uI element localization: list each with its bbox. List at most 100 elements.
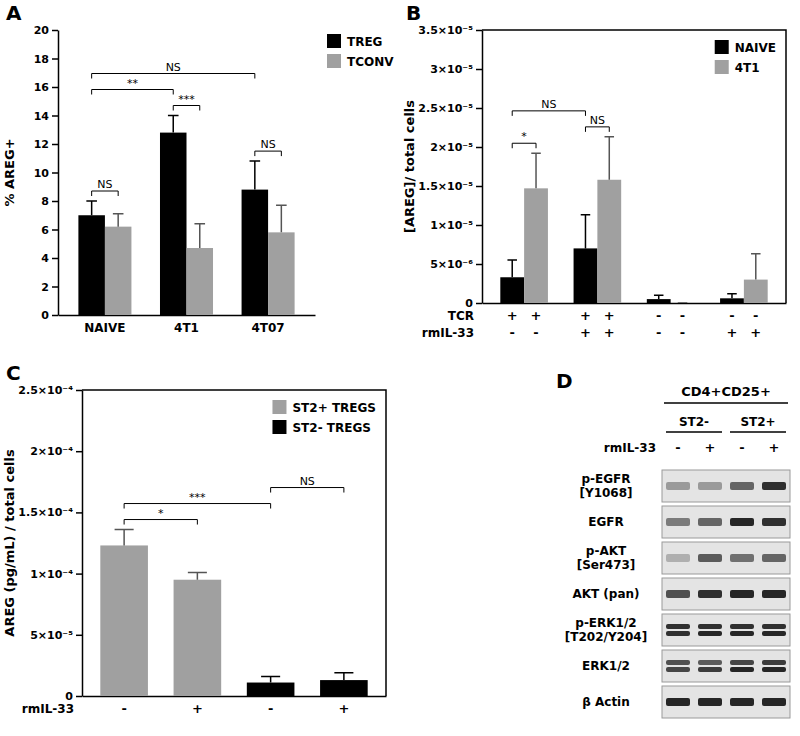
condition-value: +: [580, 308, 591, 323]
y-tick-mark: [52, 115, 58, 117]
bar: [500, 277, 524, 303]
y-tick-mark: [76, 635, 82, 637]
bar: [320, 680, 368, 696]
y-tick-mark: [52, 229, 58, 231]
significance-bracket: [271, 488, 344, 493]
blot-strip: [662, 686, 790, 718]
blot-band: [666, 554, 690, 562]
significance-bracket: [585, 127, 609, 132]
group-label: ST2+: [740, 415, 775, 429]
y-tick-mark: [476, 303, 482, 305]
group-line: [730, 431, 786, 433]
blot-band: [666, 518, 690, 526]
blot-band: [730, 631, 754, 636]
y-axis: 02468101214161820: [34, 24, 59, 322]
y-tick: 2: [41, 281, 58, 294]
y-tick-label: 3×10⁻⁵: [430, 63, 473, 76]
condition-value: -: [533, 325, 538, 340]
bar: [268, 232, 295, 315]
panel-label: C: [6, 361, 21, 385]
chart: C05×10⁻⁵1×10⁻⁴1.5×10⁻⁴2×10⁻⁴2.5×10⁻⁴AREG…: [2, 361, 387, 716]
panel-label: D: [556, 369, 573, 393]
significance-label: ***: [189, 491, 206, 504]
blot-band: [698, 518, 722, 526]
bar: [174, 580, 222, 696]
figure: A02468101214161820NAIVE4T14T07% AREG+NS*…: [0, 0, 800, 736]
significance-bracket: [173, 106, 200, 111]
blot-band: [698, 631, 722, 636]
condition-label: TCR: [448, 309, 474, 323]
blot-header: CD4+CD25+: [681, 384, 771, 399]
y-tick-mark: [52, 87, 58, 89]
y-tick: 4: [41, 252, 58, 265]
legend-swatch: [327, 54, 341, 68]
y-tick: 12: [34, 138, 58, 151]
condition-value: +: [750, 325, 761, 340]
legend-label: TCONV: [347, 55, 394, 69]
plot-area: [100, 530, 367, 696]
blot-band: [698, 482, 722, 490]
y-tick: 8: [41, 195, 58, 208]
y-tick-mark: [76, 512, 82, 514]
legend: NAIVE4T1: [715, 40, 776, 75]
blot-strip: [662, 542, 790, 574]
blot-strip: [662, 614, 790, 646]
legend: ST2+ TREGSST2- TREGS: [272, 400, 376, 435]
y-tick: 6: [41, 224, 58, 237]
blot-row-label: AKT (pan): [572, 587, 639, 601]
error-bar: [531, 153, 541, 188]
y-tick: 5×10⁻⁶: [430, 258, 482, 271]
y-tick-label: 5×10⁻⁶: [430, 258, 473, 271]
blot-band: [762, 624, 786, 629]
blot-band: [762, 554, 786, 562]
y-tick-label: 2×10⁻⁴: [30, 445, 73, 458]
y-tick-mark: [52, 144, 58, 146]
condition-label: rmIL-33: [604, 441, 656, 455]
y-tick: 1.5×10⁻⁴: [18, 506, 82, 519]
blot-band: [730, 518, 754, 526]
blot-band: [666, 667, 690, 672]
blot-row-label: p-AKT: [586, 544, 627, 558]
y-axis: 05×10⁻⁶1×10⁻⁵1.5×10⁻⁵2×10⁻⁵2.5×10⁻⁵3×10⁻…: [418, 24, 482, 310]
condition-value: +: [727, 325, 738, 340]
y-tick-mark: [76, 451, 82, 453]
y-tick-mark: [76, 390, 82, 392]
significance-bracket: [512, 143, 536, 148]
error-bar: [86, 201, 97, 215]
blot-band: [698, 590, 722, 598]
significance-bracket: [255, 151, 282, 156]
blot-band: [762, 590, 786, 598]
x-tick: 4T07: [251, 315, 284, 335]
blot-band: [666, 624, 690, 629]
x-tick-label: NAIVE: [84, 321, 125, 335]
significance-label: NS: [300, 475, 315, 488]
error-bar: [334, 673, 353, 680]
y-tick-label: 6: [41, 224, 49, 237]
blot-band: [698, 660, 722, 665]
y-tick-label: 1.5×10⁻⁴: [18, 506, 73, 519]
condition-value: +: [192, 701, 203, 716]
bar: [720, 298, 744, 303]
y-tick: 16: [34, 81, 58, 94]
legend-swatch: [327, 34, 341, 48]
y-tick: 2.5×10⁻⁴: [18, 384, 82, 397]
y-tick-label: 1.5×10⁻⁵: [418, 180, 473, 193]
y-tick-label: 18: [34, 53, 49, 66]
y-tick-mark: [76, 696, 82, 698]
significance-label: NS: [166, 61, 181, 74]
western-blot: DCD4+CD25+ST2-ST2+rmIL-33-+-+p-EGFR[Y106…: [556, 369, 790, 718]
y-axis-line: [482, 31, 484, 304]
y-tick: 1×10⁻⁵: [430, 219, 482, 232]
error-bar: [507, 260, 517, 277]
y-tick-mark: [52, 315, 58, 317]
y-tick-label: 12: [34, 138, 49, 151]
error-bar: [261, 676, 280, 682]
y-tick-label: 4: [41, 252, 49, 265]
blot-row-label: [Ser473]: [577, 558, 636, 572]
bar: [524, 188, 548, 303]
condition-value: -: [753, 308, 758, 323]
blot-strip: [662, 470, 790, 502]
legend: TREG TCONV: [327, 34, 394, 69]
legend-label: TREG: [347, 35, 382, 49]
x-tick: 4T1: [174, 315, 199, 335]
